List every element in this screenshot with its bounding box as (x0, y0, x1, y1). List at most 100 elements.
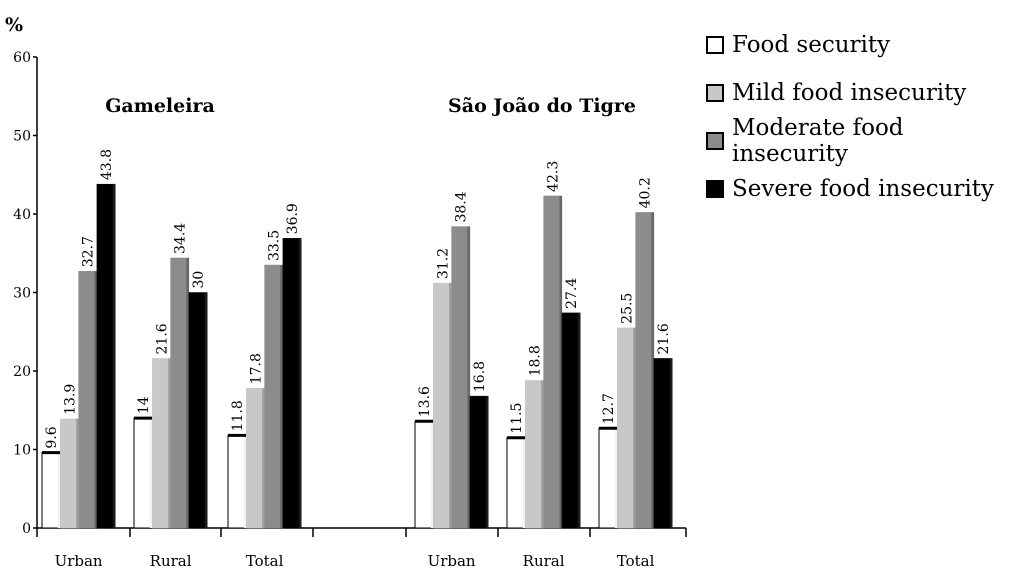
bar-gameleira-urban-food-security (41, 452, 61, 529)
bar-edge-sao-joao-do-tigre-rural-food-security (522, 437, 526, 528)
x-tick-label-sao-joao-do-tigre-rural: Rural (523, 552, 565, 570)
bar-gameleira-urban-moderate-food-insecurity (78, 271, 98, 529)
data-label-gameleira-total-mild-food-insecurity: 17.8 (248, 353, 264, 384)
x-tick-label-sao-joao-do-tigre-total: Total (617, 552, 655, 570)
bar-edge-sao-joao-do-tigre-urban-severe-food-insecurity (485, 396, 489, 528)
data-label-gameleira-rural-mild-food-insecurity: 21.6 (154, 323, 170, 354)
legend-swatch-food-security (706, 35, 724, 54)
bar-sao-joao-do-tigre-urban-moderate-food-insecurity (451, 226, 471, 529)
bar-sao-joao-do-tigre-total-mild-food-insecurity (617, 327, 636, 529)
legend-item-food-security: Food security (706, 28, 1015, 61)
bar-edge-gameleira-urban-moderate-food-insecurity (94, 271, 97, 528)
legend-item-severe-food-insecurity: Severe food insecurity (706, 172, 1015, 205)
data-label-sao-joao-do-tigre-rural-mild-food-insecurity: 18.8 (527, 345, 543, 376)
data-label-gameleira-rural-moderate-food-insecurity: 34.4 (173, 223, 189, 254)
data-label-gameleira-urban-mild-food-insecurity: 13.9 (62, 384, 78, 415)
bar-edge-sao-joao-do-tigre-total-mild-food-insecurity (633, 327, 636, 528)
bar-gameleira-total-moderate-food-insecurity (264, 264, 284, 529)
bar-edge-sao-joao-do-tigre-urban-food-security (430, 421, 434, 528)
data-label-sao-joao-do-tigre-urban-severe-food-insecurity: 16.8 (472, 361, 488, 392)
data-label-sao-joao-do-tigre-total-severe-food-insecurity: 21.6 (656, 323, 672, 354)
bar-edge-gameleira-total-mild-food-insecurity (262, 388, 265, 528)
bar-gameleira-rural-severe-food-insecurity (188, 292, 208, 529)
bar-edge-sao-joao-do-tigre-urban-mild-food-insecurity (449, 283, 452, 528)
bar-edge-gameleira-total-moderate-food-insecurity (280, 265, 283, 528)
bar-sao-joao-do-tigre-total-severe-food-insecurity (653, 358, 673, 529)
data-label-sao-joao-do-tigre-rural-food-security: 11.5 (509, 403, 525, 434)
bar-edge-sao-joao-do-tigre-total-moderate-food-insecurity (651, 212, 654, 528)
data-label-sao-joao-do-tigre-rural-moderate-food-insecurity: 42.3 (546, 161, 562, 192)
group-title-sao-joao-do-tigre: São João do Tigre (448, 95, 636, 117)
bar-sao-joao-do-tigre-urban-mild-food-insecurity (433, 282, 452, 529)
bar-sao-joao-do-tigre-rural-mild-food-insecurity (525, 380, 544, 529)
data-label-sao-joao-do-tigre-urban-food-security: 13.6 (417, 386, 433, 417)
bar-edge-gameleira-urban-food-security (57, 452, 61, 528)
y-tick-label-60: 60 (13, 50, 31, 66)
bar-gameleira-rural-mild-food-insecurity (152, 358, 171, 529)
y-tick-label-30: 30 (13, 286, 31, 302)
data-label-gameleira-rural-food-security: 14 (136, 396, 152, 414)
data-label-sao-joao-do-tigre-total-mild-food-insecurity: 25.5 (619, 293, 635, 324)
bar-edge-gameleira-rural-food-security (149, 418, 153, 528)
y-tick-label-40: 40 (13, 207, 31, 223)
bar-sao-joao-do-tigre-urban-severe-food-insecurity (469, 395, 489, 529)
legend-swatch-moderate-food-insecurity (706, 131, 724, 150)
bars (41, 183, 673, 529)
bar-edge-sao-joao-do-tigre-rural-mild-food-insecurity (541, 380, 544, 528)
legend-label-mild-food-insecurity: Mild food insecurity (732, 79, 967, 106)
legend-swatch-severe-food-insecurity (706, 179, 724, 198)
data-label-gameleira-urban-severe-food-insecurity: 43.8 (99, 149, 115, 180)
data-label-sao-joao-do-tigre-total-moderate-food-insecurity: 40.2 (638, 177, 654, 208)
data-label-sao-joao-do-tigre-total-food-security: 12.7 (601, 393, 617, 424)
bar-gameleira-rural-food-security (133, 417, 153, 529)
data-label-gameleira-total-moderate-food-insecurity: 33.5 (267, 230, 283, 261)
x-tick-label-gameleira-urban: Urban (55, 552, 103, 570)
bar-edge-sao-joao-do-tigre-rural-severe-food-insecurity (577, 312, 581, 528)
axes: 0 10 20 30 40 50 60% Gameleira Urban Rural Total Sã… (5, 14, 687, 570)
bar-edge-gameleira-rural-mild-food-insecurity (168, 358, 171, 528)
y-tick-label-20: 20 (13, 364, 31, 380)
bar-gameleira-urban-mild-food-insecurity (60, 418, 79, 529)
bar-edge-sao-joao-do-tigre-urban-moderate-food-insecurity (467, 226, 470, 528)
data-label-gameleira-total-food-security: 11.8 (230, 400, 246, 431)
bar-sao-joao-do-tigre-urban-food-security (414, 420, 434, 529)
data-label-gameleira-total-severe-food-insecurity: 36.9 (285, 203, 301, 234)
legend-label-severe-food-insecurity: Severe food insecurity (732, 175, 994, 202)
data-label-gameleira-urban-food-security: 9.6 (44, 426, 60, 448)
legend-item-mild-food-insecurity: Mild food insecurity (706, 76, 1015, 109)
bar-gameleira-urban-severe-food-insecurity (96, 183, 116, 529)
bar-gameleira-total-food-security (227, 434, 247, 529)
bar-sao-joao-do-tigre-rural-moderate-food-insecurity (543, 195, 563, 529)
bar-edge-gameleira-rural-severe-food-insecurity (204, 292, 208, 528)
data-labels: 9.613.932.743.81421.634.43011.817.833.53… (44, 149, 672, 449)
legend-swatch-mild-food-insecurity (706, 83, 724, 102)
bar-gameleira-rural-moderate-food-insecurity (170, 257, 190, 529)
y-tick-label-50: 50 (13, 129, 31, 145)
y-axis-label: % (5, 14, 23, 36)
bar-sao-joao-do-tigre-rural-severe-food-insecurity (561, 312, 581, 529)
legend: Food security Mild food insecurity Moder… (706, 28, 1015, 220)
legend-label-moderate-food-insecurity: Moderate food insecurity (732, 114, 904, 167)
bar-gameleira-total-mild-food-insecurity (246, 388, 265, 529)
legend-item-moderate-food-insecurity: Moderate food insecurity (706, 115, 1015, 167)
bar-gameleira-total-severe-food-insecurity (282, 238, 302, 529)
data-label-sao-joao-do-tigre-rural-severe-food-insecurity: 27.4 (564, 278, 580, 309)
bar-edge-gameleira-total-food-security (243, 435, 247, 528)
x-tick-label-gameleira-total: Total (246, 552, 284, 570)
data-label-gameleira-rural-severe-food-insecurity: 30 (191, 271, 207, 289)
bar-sao-joao-do-tigre-rural-food-security (506, 437, 526, 529)
bar-sao-joao-do-tigre-total-moderate-food-insecurity (635, 212, 655, 529)
bar-edge-sao-joao-do-tigre-total-severe-food-insecurity (669, 358, 673, 528)
x-tick-label-sao-joao-do-tigre-urban: Urban (428, 552, 476, 570)
group-title-gameleira: Gameleira (105, 95, 215, 117)
y-tick-label-0: 0 (22, 521, 31, 537)
data-label-sao-joao-do-tigre-urban-moderate-food-insecurity: 38.4 (454, 191, 470, 222)
bar-edge-gameleira-urban-mild-food-insecurity (76, 418, 79, 528)
bar-edge-gameleira-total-severe-food-insecurity (298, 238, 302, 528)
y-tick-label-10: 10 (13, 443, 31, 459)
bar-edge-gameleira-rural-moderate-food-insecurity (186, 257, 189, 528)
data-label-sao-joao-do-tigre-urban-mild-food-insecurity: 31.2 (435, 248, 451, 279)
x-tick-label-gameleira-rural: Rural (150, 552, 192, 570)
bar-edge-gameleira-urban-severe-food-insecurity (112, 184, 116, 529)
